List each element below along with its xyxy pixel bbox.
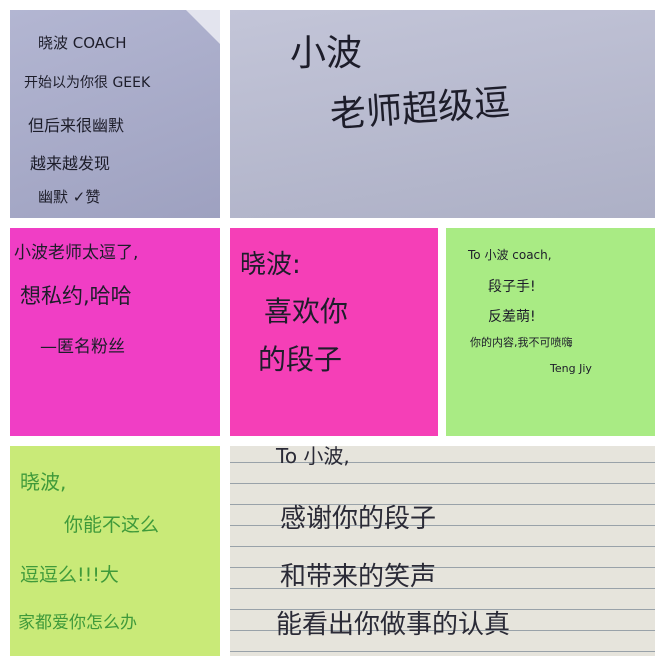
sticky-note-yellow-green: 晓波, 你能不这么 逗逗么!!!大 家都爱你怎么办 [10,446,220,656]
note-line: To 小波, [276,446,350,468]
note-line: 家都爱你怎么办 [18,613,137,633]
ruled-line [230,546,655,547]
note-line: 小波老师太逗了, [14,243,139,263]
note-line: 想私约,哈哈 [20,284,132,308]
ruled-line [230,630,655,631]
note-line: 幽默 ✓赞 [38,188,101,206]
note-line: 小波 [290,33,363,74]
note-line: 能看出你做事的认真 [276,610,511,640]
sticky-note-magenta: 小波老师太逗了, 想私约,哈哈 —匿名粉丝 [10,228,220,436]
note-line: 老师超级逗 [328,82,512,136]
note-line: 反差萌! [488,309,536,325]
note-line: 开始以为你很 GEEK [24,75,151,91]
sticky-note-gray: 小波 老师超级逗 [230,10,655,218]
note-line: 晓波 COACH [38,34,127,52]
note-line: 段子手! [488,279,536,295]
note-line: 的段子 [258,343,343,376]
note-line: 但后来很幽默 [28,116,125,135]
note-line: 和带来的笑声 [280,562,437,592]
ruled-line [230,525,655,526]
ruled-line [230,504,655,505]
sticky-note-blue: 晓波 COACH 开始以为你很 GEEK 但后来很幽默 越来越发现 幽默 ✓赞 [10,10,220,218]
note-line: 你能不这么 [64,514,160,536]
lined-paper-note: To 小波, 感谢你的段子 和带来的笑声 能看出你做事的认真 [230,446,655,656]
ruled-line [230,483,655,484]
sticky-note-green: To 小波 coach, 段子手! 反差萌! 你的内容,我不可喷嗨 Teng J… [446,228,655,436]
note-line: 你的内容,我不可喷嗨 [470,336,573,349]
note-line: 晓波, [20,470,67,494]
note-line: 感谢你的段子 [280,504,437,534]
ruled-line [230,567,655,568]
note-line: 越来越发现 [30,154,111,173]
ruled-line [230,651,655,652]
note-line: —匿名粉丝 [40,337,125,357]
note-line: 晓波: [240,250,301,280]
ruled-line [230,609,655,610]
note-line: 逗逗么!!!大 [20,564,119,586]
note-line: 喜欢你 [264,295,349,328]
ruled-line [230,588,655,589]
note-line: To 小波 coach, [468,248,552,262]
sticky-note-pink: 晓波: 喜欢你 的段子 [230,228,438,436]
note-line: Teng Jiy [550,362,592,375]
ruled-line [230,462,655,463]
folded-corner [186,10,220,44]
